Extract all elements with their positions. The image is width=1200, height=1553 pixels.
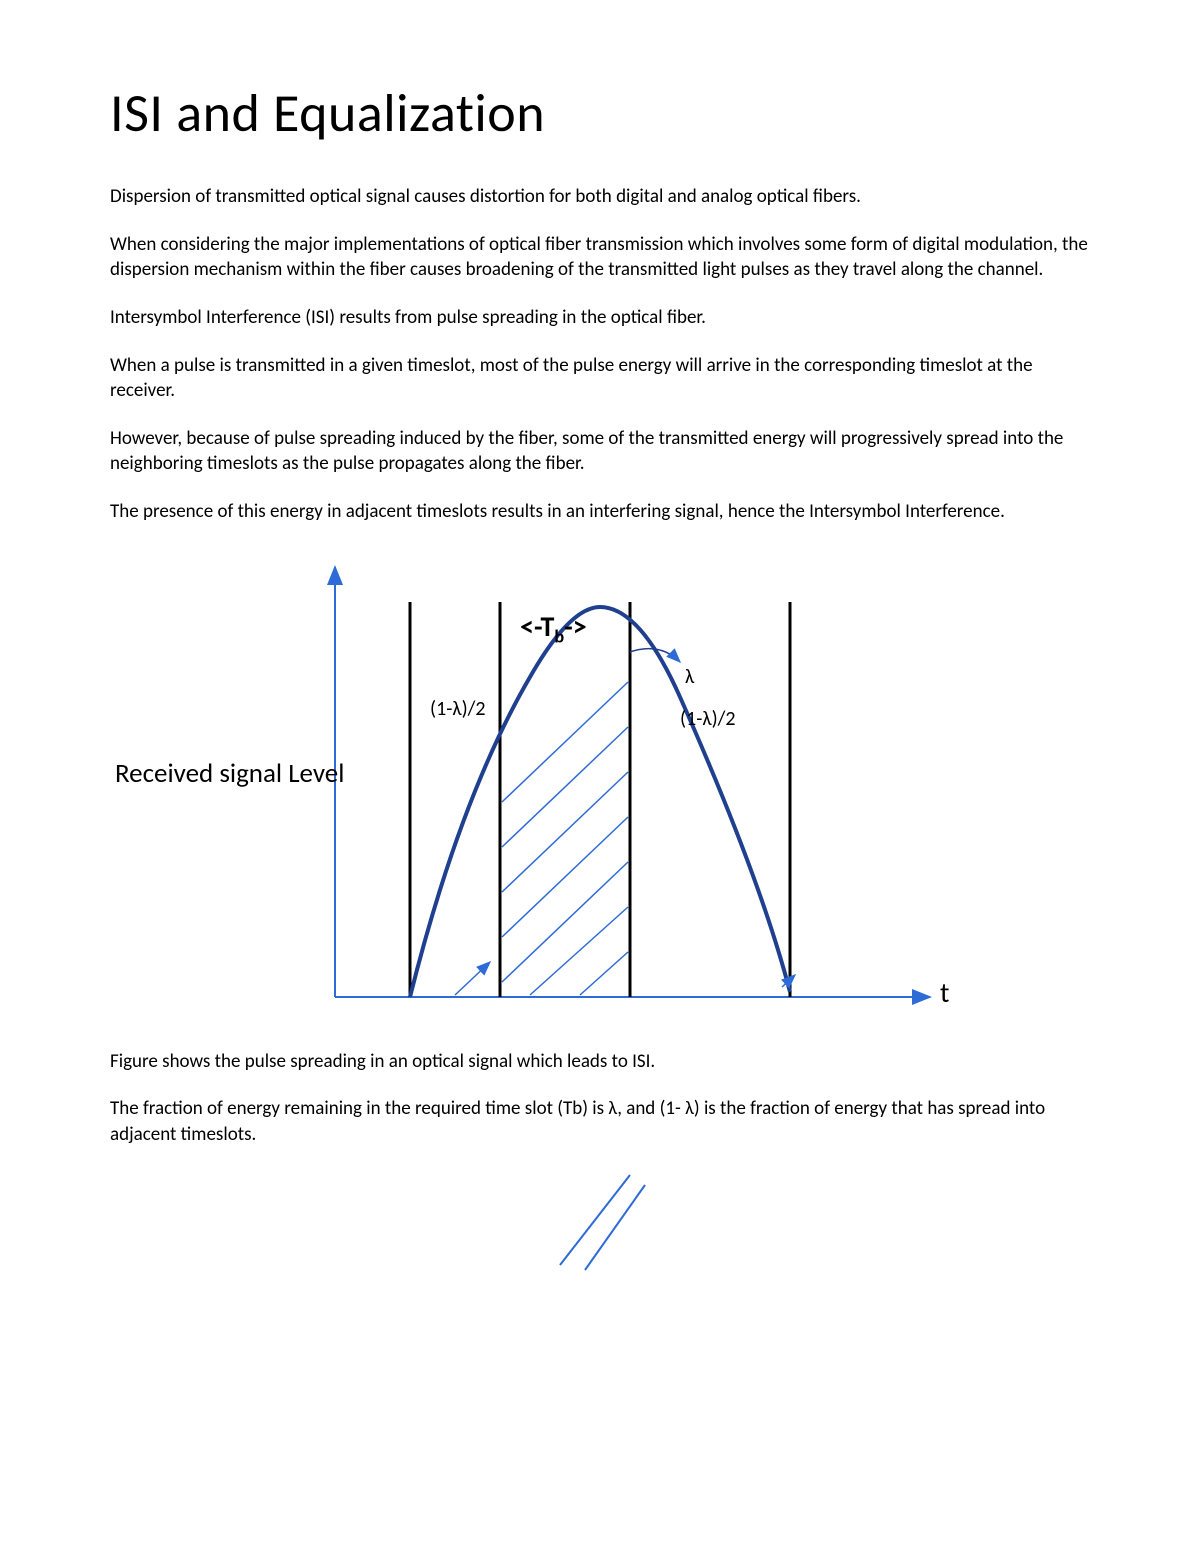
page-title: ISI and Equalization (110, 80, 1090, 146)
paragraph: When a pulse is transmitted in a given t… (110, 353, 1090, 404)
y-axis-label: Received signal Level (115, 757, 344, 790)
paragraph: The fraction of energy remaining in the … (110, 1096, 1090, 1147)
stray-svg (60, 1170, 1040, 1290)
paragraph: The presence of this energy in adjacent … (110, 499, 1090, 525)
paragraph: When considering the major implementatio… (110, 232, 1090, 283)
paragraph: However, because of pulse spreading indu… (110, 426, 1090, 477)
left-region-label: (1-λ)/2 (430, 697, 486, 721)
x-axis-label: t (940, 975, 949, 1010)
paragraph: Intersymbol Interference (ISI) results f… (110, 305, 1090, 331)
right-region-label: (1-λ)/2 (680, 707, 736, 731)
timeslot-label: <-Tb-> (520, 609, 587, 648)
pulse-spreading-diagram: Received signal Level <-Tb-> (1-λ)/2 λ (… (60, 547, 1040, 1067)
document-page: ISI and Equalization Dispersion of trans… (0, 0, 1200, 1553)
lambda-label: λ (685, 665, 694, 689)
stray-marks (60, 1170, 1040, 1290)
paragraph: Dispersion of transmitted optical signal… (110, 184, 1090, 210)
